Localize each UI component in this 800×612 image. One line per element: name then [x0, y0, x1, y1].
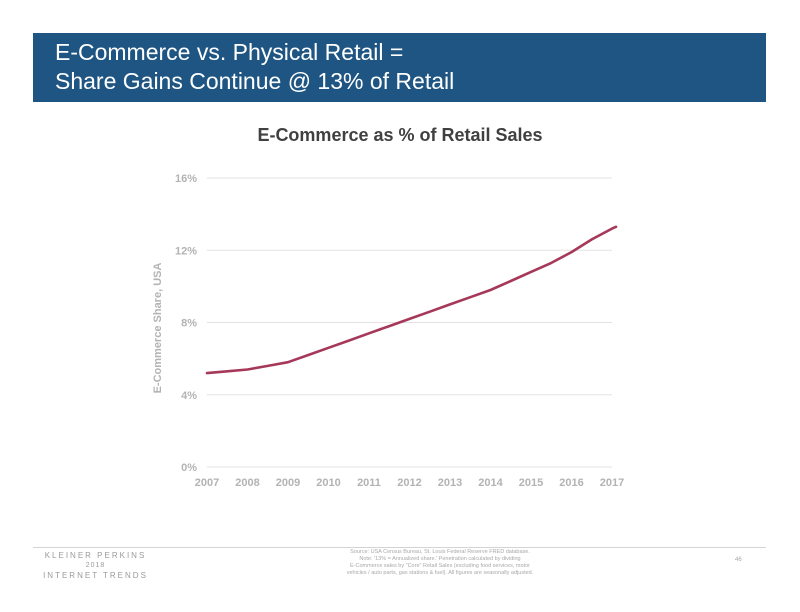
footer-divider [33, 547, 766, 548]
slide-title-bar: E-Commerce vs. Physical Retail = Share G… [33, 33, 766, 102]
y-axis-label: E-Commerce Share, USA [152, 263, 164, 394]
brand-year: 2018 [85, 562, 106, 569]
x-tick-label: 2010 [316, 477, 340, 489]
x-tick-label: 2015 [519, 477, 543, 489]
chart-series [205, 225, 618, 375]
source-line-3: E-Commerce sales by "Core" Retail Sales … [350, 563, 530, 569]
slide-title-line-1: E-Commerce vs. Physical Retail = [55, 39, 404, 65]
x-tick-label: 2016 [559, 477, 583, 489]
x-tick-label: 2014 [478, 477, 503, 489]
x-tick-label: 2017 [600, 477, 624, 489]
source-line-2: Note: '13% = Annualized share.' Penetrat… [359, 556, 521, 562]
brand-name: KLEINER PERKINS [44, 551, 147, 560]
x-tick-label: 2009 [276, 477, 300, 489]
x-tick-label: 2011 [357, 477, 381, 489]
x-tick-label: 2008 [235, 477, 259, 489]
y-tick-label: 0% [181, 462, 197, 474]
page-number: 46 [735, 557, 742, 563]
series-line-0 [205, 225, 618, 375]
y-tick-label: 8% [181, 318, 197, 330]
y-tick-labels: 0% 4% 8% 12% 16% [175, 173, 197, 474]
x-tick-label: 2013 [438, 477, 462, 489]
chart-title: E-Commerce as % of Retail Sales [257, 125, 543, 145]
source-note: Source: USA Census Bureau, St. Louis Fed… [300, 549, 580, 577]
slide-title-line-2: Share Gains Continue @ 13% of Retail [55, 68, 455, 94]
y-tick-label: 16% [175, 173, 197, 185]
y-tick-label: 12% [175, 245, 197, 257]
brand-logo: KLEINER PERKINS 2018 INTERNET TRENDS [33, 551, 158, 581]
source-line-4: vehicles / auto parts, gas stations & fu… [346, 570, 534, 576]
brand-subtitle: INTERNET TRENDS [43, 571, 148, 580]
chart-gridlines [207, 177, 612, 468]
source-line-1: Source: USA Census Bureau, St. Louis Fed… [350, 549, 530, 555]
x-tick-label: 2007 [195, 477, 219, 489]
y-tick-label: 4% [181, 390, 197, 402]
x-tick-label: 2012 [397, 477, 421, 489]
x-tick-labels: 2007 2008 2009 2010 2011 2012 2013 2014 2015 2016… [195, 477, 624, 489]
